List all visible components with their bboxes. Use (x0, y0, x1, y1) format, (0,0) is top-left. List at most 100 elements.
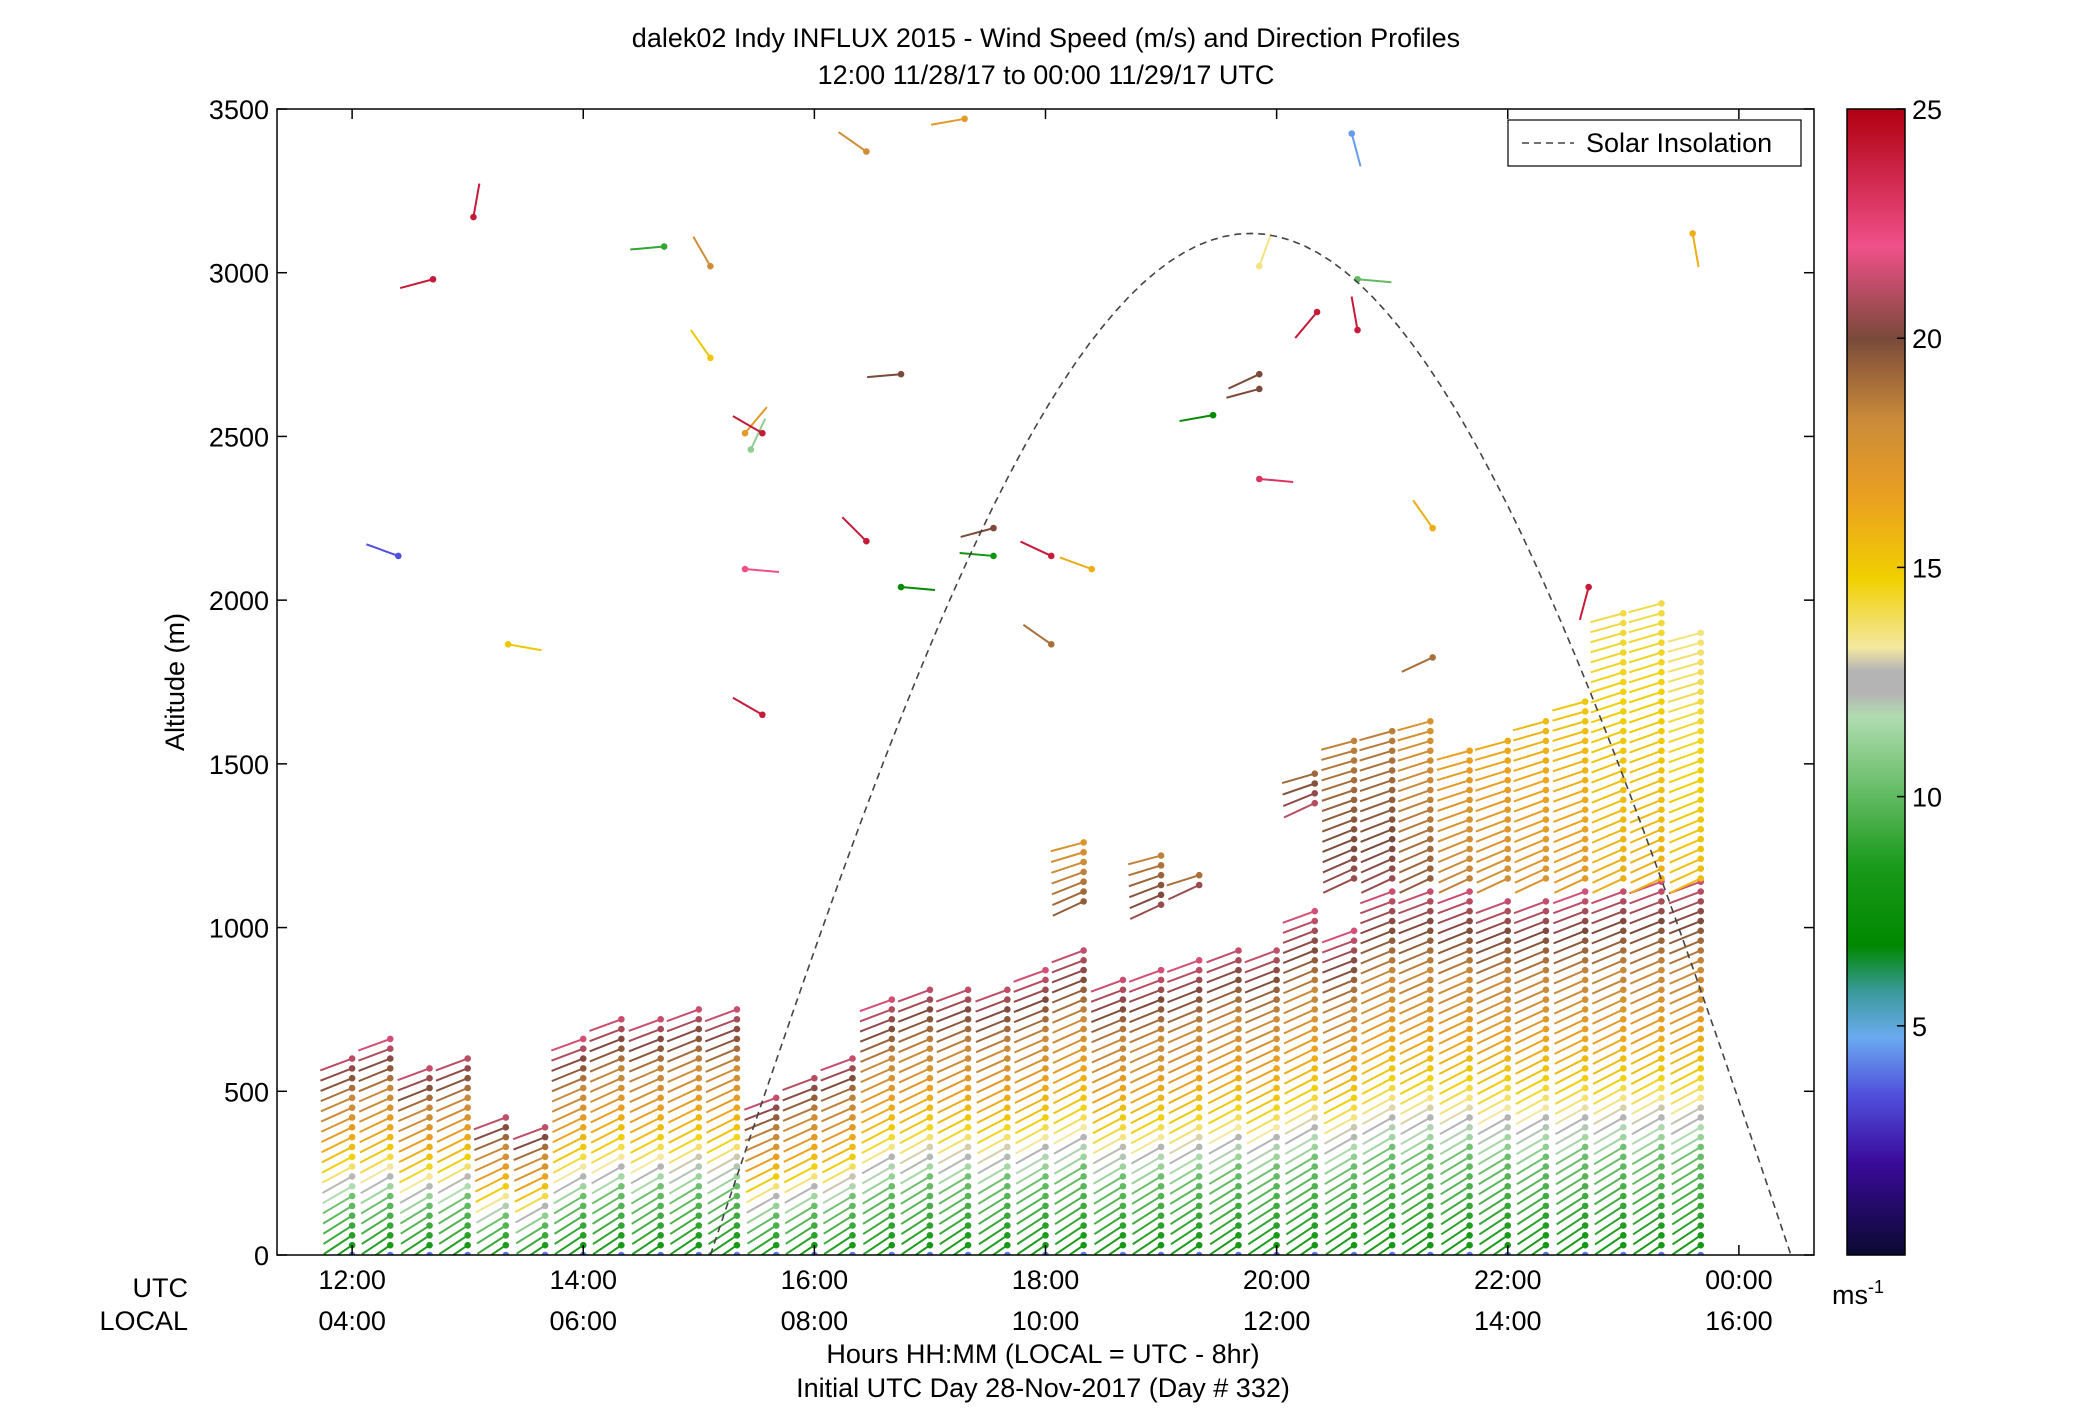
wind-barb (1437, 848, 1471, 864)
wind-point (1080, 898, 1087, 905)
wind-barb (667, 1096, 700, 1114)
wind-point (1581, 1065, 1589, 1072)
wind-barb (1399, 1077, 1431, 1095)
wind-point (1235, 1202, 1242, 1210)
wind-barb (706, 1126, 738, 1144)
wind-barb (1282, 792, 1316, 807)
wind-point (1388, 1084, 1396, 1092)
wind-point (888, 1153, 896, 1161)
wind-barb (1360, 949, 1393, 965)
wind-barb (862, 1195, 893, 1215)
wind-barb (1129, 1028, 1162, 1044)
wind-point (1697, 737, 1705, 745)
wind-barb (1512, 720, 1547, 732)
wind-barb (1553, 998, 1586, 1015)
wind-point (1466, 845, 1473, 853)
wind-barb (1131, 1185, 1162, 1205)
wind-barb (1247, 1205, 1278, 1226)
wind-barb (1226, 387, 1260, 399)
wind-barb (1167, 1037, 1200, 1054)
wind-barb (1322, 877, 1355, 894)
wind-point (964, 1143, 972, 1151)
wind-point (1658, 917, 1665, 925)
wind-barb (1669, 998, 1702, 1015)
wind-barb (1398, 798, 1431, 813)
wind-barb (1014, 1116, 1046, 1135)
wind-point (1427, 806, 1434, 813)
wind-barb (1282, 782, 1316, 796)
wind-barb (867, 373, 902, 379)
wind-point (1119, 976, 1127, 984)
wind-point (1542, 1094, 1550, 1102)
wind-barb (1515, 1067, 1547, 1085)
wind-point (733, 1192, 741, 1200)
wind-barb (1632, 1224, 1663, 1246)
wind-point (849, 1173, 856, 1180)
wind-barb (1629, 900, 1662, 915)
wind-barb (1668, 759, 1702, 774)
wind-point (1542, 1124, 1550, 1131)
wind-point (1273, 1153, 1280, 1161)
wind-point (502, 1143, 510, 1151)
wind-barb (1398, 828, 1431, 844)
wind-barb (1590, 690, 1624, 704)
wind-barb (1554, 1037, 1586, 1055)
wind-barb (1476, 998, 1509, 1015)
wind-point (1658, 855, 1665, 863)
wind-point (657, 1114, 664, 1121)
wind-barb (1169, 1185, 1200, 1205)
wind-barb (1400, 1126, 1431, 1146)
wind-point (811, 1232, 818, 1239)
wind-barb (398, 1155, 431, 1174)
wind-point (348, 1173, 356, 1180)
wind-point (1658, 1025, 1665, 1033)
wind-point (1080, 1173, 1087, 1180)
wind-barb (1247, 1175, 1278, 1195)
wind-point (657, 1251, 664, 1255)
wind-point (1466, 1163, 1473, 1170)
wind-barb (1282, 929, 1316, 944)
wind-barb (436, 1146, 469, 1164)
wind-point (772, 1192, 780, 1200)
wind-point (1620, 678, 1627, 686)
wind-point (1466, 957, 1473, 964)
wind-point (1119, 1074, 1127, 1082)
wind-barb (360, 1195, 391, 1215)
wind-point (811, 1163, 818, 1170)
wind-barb (1283, 1028, 1316, 1045)
wind-point (1388, 888, 1396, 895)
wind-point (1004, 1163, 1011, 1170)
wind-point (964, 1202, 972, 1210)
wind-barb (1131, 1175, 1162, 1195)
wind-point (1042, 1153, 1049, 1161)
wind-barb (782, 1106, 815, 1122)
wind-point (733, 1025, 741, 1033)
wind-point (1157, 986, 1165, 994)
wind-point (1620, 1192, 1627, 1200)
wind-barb (1478, 1165, 1509, 1186)
wind-point (1273, 1006, 1280, 1013)
wind-point (1427, 786, 1434, 794)
wind-point (1658, 898, 1665, 905)
wind-point (1697, 966, 1705, 974)
wind-barb (860, 1087, 893, 1104)
wind-barb (1054, 1234, 1085, 1255)
wind-point (657, 1241, 664, 1249)
wind-barb (782, 1087, 815, 1102)
wind-barb (1360, 1008, 1393, 1025)
wind-barb (1321, 759, 1355, 772)
wind-point (1195, 1192, 1203, 1200)
wind-barb (435, 1087, 469, 1103)
wind-point (1697, 1153, 1705, 1161)
wind-barb (1281, 772, 1316, 785)
wind-barb (1167, 979, 1200, 994)
wind-barb (1052, 1057, 1085, 1075)
wind-point (1273, 1143, 1280, 1151)
wind-barb (744, 406, 768, 434)
wind-point (1504, 1133, 1512, 1141)
wind-barb (1362, 1185, 1393, 1206)
wind-barb (901, 1234, 931, 1255)
colorbar (1846, 108, 1906, 1256)
wind-point (926, 1143, 934, 1151)
wind-point (1504, 1182, 1512, 1190)
